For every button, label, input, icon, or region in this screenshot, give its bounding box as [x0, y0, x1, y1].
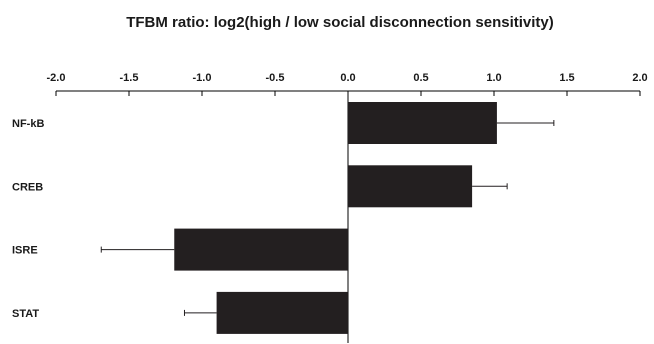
x-tick-label: -1.5 — [120, 72, 139, 84]
category-label: NF-kB — [12, 118, 44, 130]
bar-stat — [216, 291, 348, 334]
x-tick-label: 0.0 — [340, 72, 355, 84]
x-tick-label: 1.0 — [486, 72, 501, 84]
category-labels: NF-kB CREB ISRE STAT — [12, 118, 44, 320]
x-tick-label: 0.5 — [413, 72, 428, 84]
x-axis: -2.0 -1.5 -1.0 -0.5 0.0 0.5 1.0 1.5 2.0 — [47, 72, 648, 343]
bar-creb — [348, 165, 473, 208]
category-label: STAT — [12, 308, 39, 320]
category-label: CREB — [12, 181, 43, 193]
x-tick-label: 2.0 — [632, 72, 647, 84]
category-label: ISRE — [12, 245, 38, 257]
x-tick-label: 1.5 — [559, 72, 574, 84]
x-tick-label: -1.0 — [193, 72, 212, 84]
x-tick-label: -0.5 — [266, 72, 285, 84]
bar-nf-kb — [348, 102, 497, 144]
x-tick-label: -2.0 — [47, 72, 66, 84]
bar-isre — [174, 228, 348, 271]
chart-title: TFBM ratio: log2(high / low social disco… — [126, 14, 554, 31]
bars — [100, 102, 555, 334]
